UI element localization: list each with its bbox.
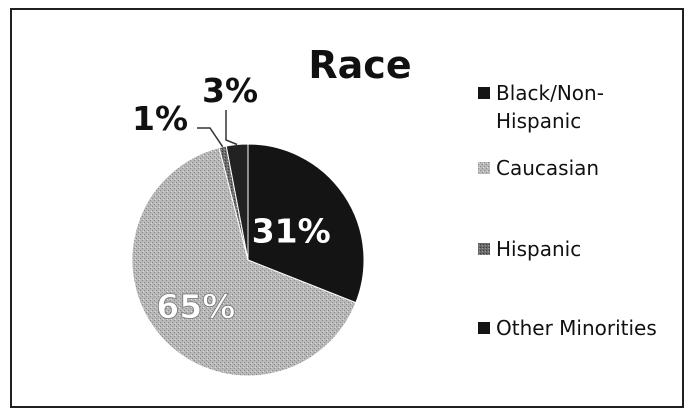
legend-item-black-non-hispanic: Black/Non- Hispanic [478, 81, 604, 133]
leader-lines [197, 110, 238, 148]
legend: Black/Non- Hispanic Caucasian Hispanic Other… [478, 81, 657, 340]
pie-chart: Race 31% 65% 1% 3% Black/Non- Hispanic Caucas… [131, 43, 657, 377]
legend-swatch-black-non-hispanic [478, 87, 490, 99]
leader-line-hispanic [197, 127, 224, 148]
legend-swatch-other-minorities [478, 322, 490, 334]
data-label-black-non-hispanic: 31% [252, 212, 331, 251]
legend-label-other-minorities: Other Minorities [496, 316, 657, 340]
chart-frame: Race 31% 65% 1% 3% Black/Non- Hispanic Caucas… [10, 8, 684, 408]
legend-item-hispanic: Hispanic [478, 237, 581, 261]
pie-slice-black-non-hispanic [247, 143, 365, 304]
legend-swatch-hispanic [478, 243, 490, 255]
data-label-hispanic: 1% [132, 99, 188, 138]
legend-label-hispanic: Hispanic [496, 237, 581, 261]
legend-item-caucasian: Caucasian [478, 156, 599, 180]
leader-line-other-minorities [225, 110, 238, 146]
data-label-other-minorities: 3% [202, 71, 258, 110]
legend-label-black-non-hispanic: Black/Non- [496, 81, 604, 105]
legend-swatch-caucasian [478, 162, 490, 174]
pie-slices [131, 143, 365, 377]
pie-slice-caucasian [131, 147, 357, 377]
legend-label-caucasian: Caucasian [496, 156, 599, 180]
data-label-caucasian: 65% [156, 287, 235, 326]
legend-label-black-non-hispanic: Hispanic [496, 109, 581, 133]
legend-item-other-minorities: Other Minorities [478, 316, 657, 340]
data-labels: 31% 65% 1% 3% [132, 71, 331, 326]
chart-title: Race [308, 43, 411, 87]
